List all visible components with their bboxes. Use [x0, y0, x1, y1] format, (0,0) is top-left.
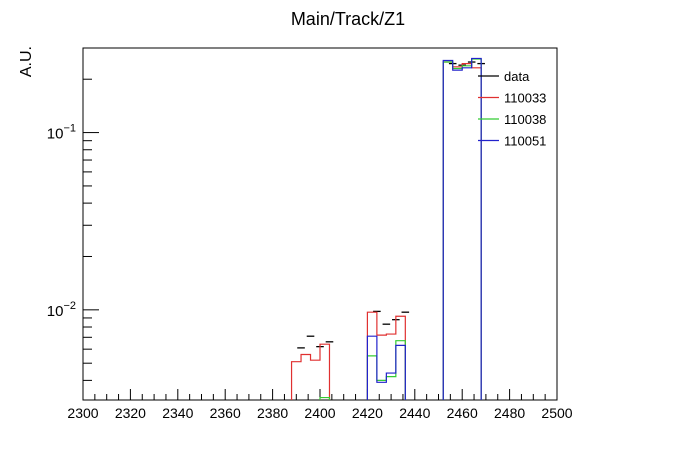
- series-110038-line: [319, 58, 482, 400]
- x-tick-label: 2300: [67, 405, 98, 421]
- series-110033-line: [290, 61, 482, 400]
- axes: 2300 2320 2340 2360 2380 2400 2420 2440 2460 2480…: [47, 78, 573, 421]
- x-tick-label: 2380: [257, 405, 288, 421]
- y-axis-label: A.U.: [18, 46, 35, 77]
- series-110051-line: [366, 57, 482, 400]
- x-tick-label: 2500: [541, 405, 572, 421]
- legend-label-110033: 110033: [504, 91, 546, 106]
- y-tick-label: 10−1: [47, 123, 76, 143]
- legend-label-data: data: [504, 69, 530, 84]
- y-tick-label: 10−2: [47, 300, 76, 320]
- legend: data 110033 110038 110051: [478, 69, 546, 149]
- x-tick-label: 2460: [447, 405, 478, 421]
- x-tick-label: 2420: [352, 405, 383, 421]
- x-tick-label: 2340: [162, 405, 193, 421]
- x-tick-label: 2440: [399, 405, 430, 421]
- legend-label-110038: 110038: [504, 112, 546, 127]
- legend-label-110051: 110051: [504, 134, 546, 149]
- chart-title: Main/Track/Z1: [291, 9, 405, 29]
- x-tick-label: 2400: [304, 405, 335, 421]
- series-layer: [290, 57, 485, 400]
- x-tick-label: 2320: [115, 405, 146, 421]
- x-tick-label: 2360: [210, 405, 241, 421]
- x-tick-label: 2480: [494, 405, 525, 421]
